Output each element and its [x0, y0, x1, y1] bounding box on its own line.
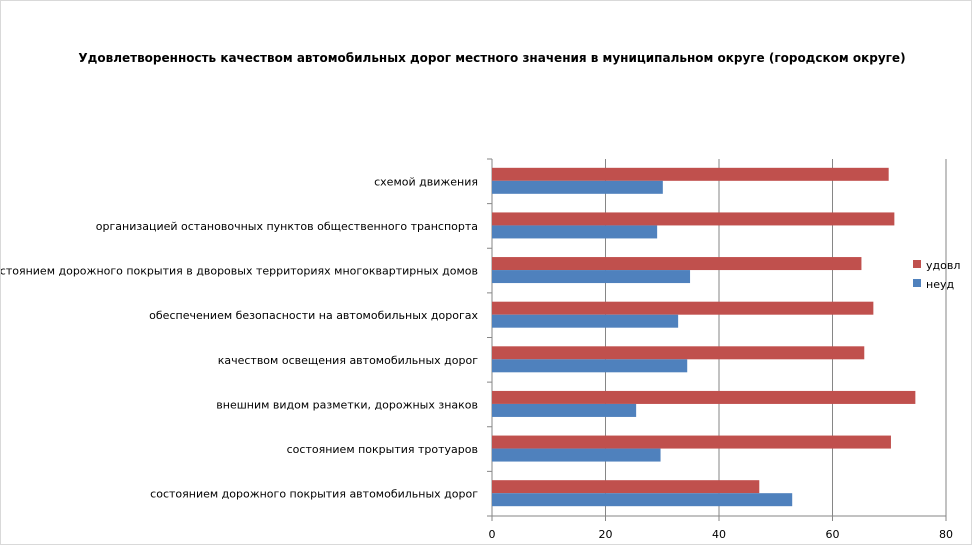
x-tick-label: 40: [712, 528, 726, 541]
category-label: организацией остановочных пунктов общест…: [96, 220, 478, 233]
bar-udovl: [492, 480, 760, 494]
bar-udovl: [492, 346, 865, 360]
legend-label: неуд: [926, 278, 954, 291]
legend-swatch: [913, 279, 921, 287]
bar-neud: [492, 180, 663, 194]
bar-udovl: [492, 390, 916, 404]
x-tick-label: 80: [939, 528, 953, 541]
bar-udovl: [492, 257, 862, 271]
bar-udovl: [492, 167, 889, 181]
bar-udovl: [492, 212, 895, 226]
x-tick-label: 0: [489, 528, 496, 541]
bar-neud: [492, 270, 691, 284]
bar-neud: [492, 493, 793, 507]
bar-neud: [492, 314, 679, 328]
category-label: состоянием покрытия тротуаров: [287, 443, 478, 456]
category-label: качеством освещения автомобильных дорог: [218, 354, 478, 367]
bar-neud: [492, 359, 688, 373]
category-label: состоянием дорожного покрытия в дворовых…: [1, 265, 478, 278]
bar-neud: [492, 448, 661, 462]
bar-udovl: [492, 435, 891, 449]
legend-label: удовл: [926, 259, 960, 272]
x-tick-label: 20: [599, 528, 613, 541]
bar-neud: [492, 225, 658, 239]
category-label: состоянием дорожного покрытия автомобиль…: [150, 488, 478, 501]
bar-udovl: [492, 301, 874, 315]
category-label: схемой движения: [374, 175, 478, 188]
x-tick-label: 60: [826, 528, 840, 541]
legend-swatch: [913, 260, 921, 268]
category-label: внешним видом разметки, дорожных знаков: [216, 398, 478, 411]
category-label: обеспечением безопасности на автомобильн…: [149, 309, 478, 322]
chart-title: Удовлетворенность качеством автомобильны…: [78, 51, 906, 65]
bar-neud: [492, 403, 637, 417]
